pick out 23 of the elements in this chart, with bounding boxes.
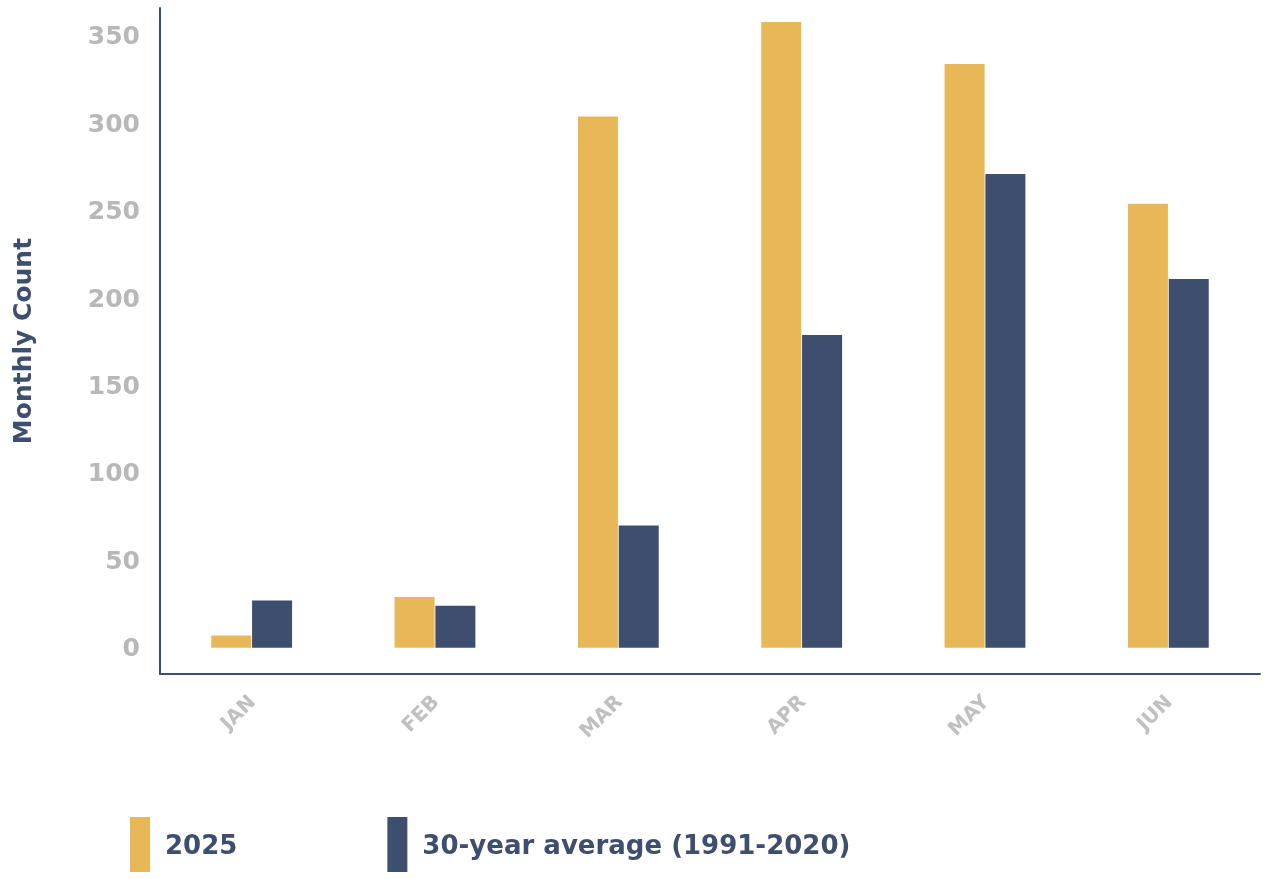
bar	[577, 116, 618, 648]
bar	[252, 600, 293, 648]
bar	[761, 21, 802, 648]
bar	[985, 174, 1026, 648]
bar	[435, 605, 476, 648]
y-tick-label: 250	[87, 196, 140, 226]
bar	[802, 334, 843, 648]
legend-label: 30-year average (1991-2020)	[422, 829, 851, 860]
y-tick-label: 100	[87, 458, 140, 488]
y-tick-label: 300	[87, 108, 140, 138]
y-tick-label: 200	[87, 283, 140, 313]
legend-label: 2025	[165, 829, 238, 860]
bar	[944, 63, 985, 648]
bar	[1168, 278, 1209, 648]
bar	[618, 525, 659, 648]
y-tick-label: 0	[122, 633, 140, 663]
bar	[1127, 203, 1168, 648]
y-tick-label: 50	[105, 545, 140, 575]
y-tick-label: 150	[87, 371, 140, 401]
y-axis-title: Monthly Count	[8, 237, 37, 445]
y-tick-label: 350	[87, 21, 140, 51]
bar	[394, 597, 435, 648]
bar	[211, 635, 252, 648]
